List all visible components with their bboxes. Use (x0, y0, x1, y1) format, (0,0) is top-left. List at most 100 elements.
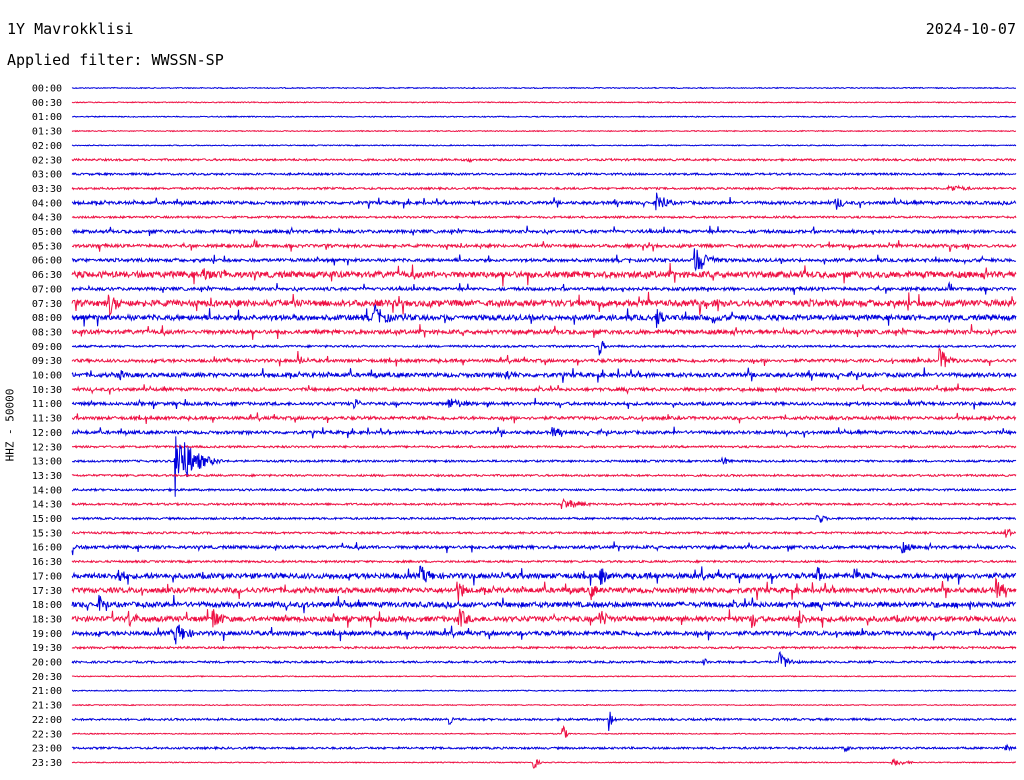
time-tick-label: 18:00 (32, 600, 62, 611)
trace-row-1600 (71, 541, 1017, 556)
time-tick-label: 09:00 (32, 342, 62, 353)
trace-row-1700 (71, 565, 1017, 586)
time-tick-label: 20:30 (32, 672, 62, 683)
trace-row-1000 (71, 367, 1017, 383)
trace-row-2200 (71, 711, 1017, 731)
trace-row-2100 (71, 689, 1017, 693)
trace-row-0500 (71, 225, 1017, 236)
time-tick-label: 03:30 (32, 184, 62, 195)
time-tick-label: 14:00 (32, 485, 62, 496)
trace-row-1400 (71, 487, 1017, 493)
trace-row-0430 (71, 214, 1017, 220)
time-tick-label: 12:30 (32, 442, 62, 453)
time-tick-label: 02:00 (32, 141, 62, 152)
time-tick-label: 06:00 (32, 256, 62, 267)
time-tick-label: 21:30 (32, 701, 62, 712)
trace-row-1230 (71, 444, 1017, 450)
trace-row-1430 (71, 497, 1017, 509)
trace-row-0730 (71, 291, 1017, 317)
time-tick-label: 16:00 (32, 543, 62, 554)
trace-row-0130 (71, 129, 1017, 133)
time-tick-label: 01:00 (32, 112, 62, 123)
time-tick-label: 10:00 (32, 371, 62, 382)
trace-row-1530 (71, 528, 1017, 538)
time-tick-label: 16:30 (32, 557, 62, 568)
time-tick-label: 02:30 (32, 155, 62, 166)
time-tick-label: 10:30 (32, 385, 62, 396)
trace-row-1130 (71, 412, 1017, 424)
trace-row-0400 (71, 192, 1017, 211)
time-tick-label: 04:30 (32, 213, 62, 224)
time-tick-label: 13:00 (32, 457, 62, 468)
trace-row-2330 (71, 758, 1016, 769)
trace-row-1200 (71, 426, 1017, 439)
time-tick-label: 00:30 (32, 98, 62, 109)
time-tick-label: 22:00 (32, 715, 62, 726)
time-tick-label: 23:30 (32, 758, 62, 769)
trace-row-1300 (71, 436, 1017, 497)
trace-row-0800 (71, 304, 1017, 328)
trace-row-1330 (71, 472, 1017, 478)
filter-label: Applied filter: WWSSN-SP (7, 51, 224, 69)
time-tick-label: 09:30 (32, 356, 62, 367)
time-tick-label: 18:30 (32, 614, 62, 625)
trace-row-1800 (71, 594, 1017, 614)
trace-row-0900 (71, 340, 1017, 356)
time-tick-label: 11:30 (32, 414, 62, 425)
trace-row-0600 (71, 248, 1017, 272)
time-tick-label: 23:00 (32, 744, 62, 755)
trace-row-2130 (71, 703, 1017, 707)
trace-row-0830 (71, 324, 1017, 340)
time-tick-label: 15:00 (32, 514, 62, 525)
time-tick-label: 03:00 (32, 170, 62, 181)
seismogram-traces (71, 86, 1017, 769)
time-tick-label: 11:00 (32, 399, 62, 410)
time-tick-label: 05:30 (32, 241, 62, 252)
time-tick-label: 20:00 (32, 658, 62, 669)
time-tick-label: 07:30 (32, 299, 62, 310)
trace-row-1500 (71, 514, 1016, 524)
trace-row-0030 (71, 101, 1017, 104)
trace-row-0330 (71, 184, 1017, 191)
trace-row-2000 (71, 650, 1017, 667)
time-tick-label: 12:00 (32, 428, 62, 439)
trace-row-1630 (71, 559, 1017, 565)
time-tick-label: 15:30 (32, 528, 62, 539)
time-tick-label: 19:30 (32, 643, 62, 654)
trace-row-0530 (71, 238, 1017, 252)
time-tick-label: 04:00 (32, 198, 62, 209)
time-tick-label: 06:30 (32, 270, 62, 281)
trace-row-1100 (71, 397, 1017, 410)
trace-row-0000 (71, 86, 1016, 90)
trace-row-0630 (71, 262, 1017, 287)
time-tick-label: 08:30 (32, 327, 62, 338)
time-tick-label: 14:30 (32, 500, 62, 511)
trace-row-0100 (71, 115, 1017, 119)
time-tick-labels: 00:00 00:30 01:00 01:30 02:00 02:30 03:00 03:30… (32, 84, 62, 769)
trace-row-1900 (71, 624, 1017, 645)
time-tick-label: 01:30 (32, 127, 62, 138)
trace-row-2030 (71, 675, 1017, 678)
date-label: 2024-10-07 (925, 20, 1016, 38)
trace-row-0930 (71, 348, 1017, 368)
time-tick-label: 13:30 (32, 471, 62, 482)
time-tick-label: 05:00 (32, 227, 62, 238)
trace-row-1730 (71, 576, 1017, 602)
time-tick-label: 17:00 (32, 571, 62, 582)
station-title: 1Y Mavrokklisi (7, 20, 134, 38)
time-tick-label: 21:00 (32, 686, 62, 697)
trace-row-0700 (71, 281, 1017, 295)
trace-row-2300 (71, 743, 1017, 753)
time-tick-label: 00:00 (32, 84, 62, 95)
time-tick-label: 17:30 (32, 586, 62, 597)
trace-row-1830 (71, 608, 1017, 629)
trace-row-0300 (71, 171, 1017, 177)
trace-row-0230 (71, 157, 1017, 163)
time-tick-label: 22:30 (32, 729, 62, 740)
trace-row-1930 (71, 645, 1017, 651)
time-tick-label: 08:00 (32, 313, 62, 324)
trace-row-2230 (71, 725, 1017, 738)
trace-row-0200 (71, 144, 1017, 147)
time-tick-label: 07:00 (32, 284, 62, 295)
